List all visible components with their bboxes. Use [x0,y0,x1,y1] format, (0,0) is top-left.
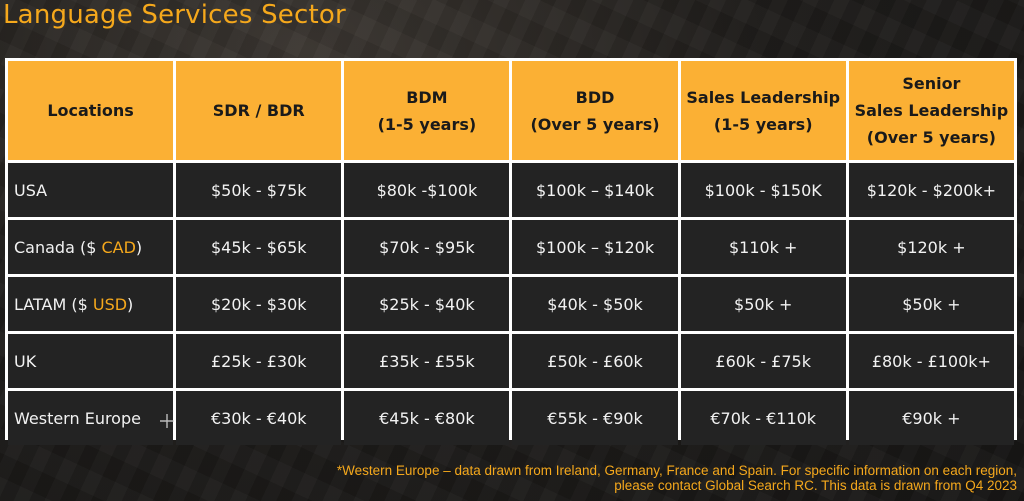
column-header-line: Locations [47,101,134,120]
salary-cell: €30k - €40k [176,391,342,445]
location-cell: USA [8,163,174,217]
salary-cell: $50k + [848,277,1014,331]
location-cell: Western Europe [8,391,174,445]
footnote: *Western Europe – data drawn from Irelan… [257,463,1017,493]
location-suffix: ) [127,294,134,314]
salary-cell: $45k - $65k [176,220,342,274]
location-label: LATAM ($ [14,294,93,314]
column-header-line: BDM [406,87,448,107]
salary-cell: €90k + [848,391,1014,445]
table-row: LATAM ($ USD) $20k - $30k $25k - $40k $40k … [8,277,1014,331]
salary-cell: $100k – $140k [512,163,678,217]
column-header-line: (1-5 years) [377,114,477,134]
table-row: USA $50k - $75k $80k -$100k $100k – $140k $1… [8,163,1014,217]
currency-code: CAD [101,237,136,257]
salary-cell: £80k - £100k+ [848,334,1014,388]
location-cell: UK [8,334,174,388]
footnote-line-1: *Western Europe – data drawn from Irelan… [336,463,1017,478]
footnote-line-2: please contact Global Search RC. This da… [614,478,1017,493]
salary-cell: $100k – $120k [512,220,678,274]
salary-cell: $25k - $40k [344,277,510,331]
column-header-1: SDR / BDR [176,61,342,160]
location-cell: Canada ($ CAD) [8,220,174,274]
salary-cell: €70k - €110k [680,391,846,445]
location-label: Western Europe [14,408,141,428]
salary-cell: $70k - $95k [344,220,510,274]
column-header-line: BDD [575,87,615,107]
column-header-line: Sales Leadership [686,87,841,107]
page-title: Language Services Sector [3,0,346,30]
table-header-row: Locations SDR / BDR BDM (1-5 years) BDD (Over… [8,61,1014,160]
salary-cell: £25k - £30k [176,334,342,388]
salary-cell: £60k - £75k [680,334,846,388]
salary-cell: $100k - $150K [680,163,846,217]
crosshair-cursor-icon [160,414,174,428]
column-header-line: Senior [902,74,961,93]
table-row: Canada ($ CAD) $45k - $65k $70k - $95k $100… [8,220,1014,274]
column-header-4: Sales Leadership (1-5 years) [680,61,846,160]
table-row: Western Europe €30k - €40k €45k - €80k €55k… [8,391,1014,445]
salary-cell: $50k + [680,277,846,331]
location-label: USA [14,180,48,200]
location-suffix: ) [135,237,143,257]
column-header-line: Sales Leadership [854,101,1009,120]
salary-table: Locations SDR / BDR BDM (1-5 years) BDD (Over… [5,58,1017,448]
column-header-line: (1-5 years) [713,114,813,134]
location-cell: LATAM ($ USD) [8,277,174,331]
currency-code: USD [92,294,128,314]
table-row: UK £25k - £30k £35k - £55k £50k - £60k £60k … [8,334,1014,388]
column-header-line: (Over 5 years) [530,114,660,134]
column-header-0: Locations [8,61,174,160]
salary-cell: €55k - €90k [512,391,678,445]
salary-cell: $80k -$100k [344,163,510,217]
salary-cell: $120k - $200k+ [848,163,1014,217]
column-header-3: BDD (Over 5 years) [512,61,678,160]
location-label: UK [14,351,37,371]
salary-cell: £50k - £60k [512,334,678,388]
column-header-2: BDM (1-5 years) [344,61,510,160]
salary-cell: $50k - $75k [176,163,342,217]
salary-cell: $110k + [680,220,846,274]
column-header-line: (Over 5 years) [866,128,996,147]
salary-cell: $20k - $30k [176,277,342,331]
column-header-line: SDR / BDR [212,101,305,120]
column-header-5: Senior Sales Leadership (Over 5 years) [848,61,1014,160]
salary-cell: €45k - €80k [344,391,510,445]
salary-cell: $120k + [848,220,1014,274]
table-body: USA $50k - $75k $80k -$100k $100k – $140k $1… [8,163,1014,445]
salary-table-container: Locations SDR / BDR BDM (1-5 years) BDD (Over… [5,58,1017,445]
salary-cell: $40k - $50k [512,277,678,331]
location-label: Canada ($ [14,237,102,257]
salary-cell: £35k - £55k [344,334,510,388]
